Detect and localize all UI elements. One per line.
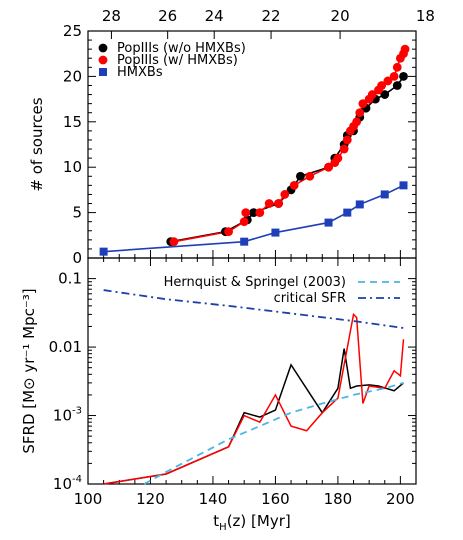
- top-series-1-point: [355, 108, 365, 118]
- legend-marker-0: [98, 43, 108, 53]
- top-ytick-label: 15: [63, 113, 82, 131]
- top-series-2-point: [240, 237, 249, 246]
- top-ylabel: # of sources: [28, 97, 46, 191]
- top-redshift-label: 18: [416, 7, 435, 25]
- top-ytick-label: 5: [72, 204, 82, 222]
- bottom-ytick-label: 0.1: [58, 270, 82, 288]
- top-series-1-point: [274, 199, 283, 208]
- top-series-2-point: [324, 218, 333, 227]
- top-redshift-label: 20: [331, 7, 350, 25]
- top-series-1-point: [383, 76, 393, 86]
- top-series-1-point: [255, 208, 265, 218]
- top-series-1-point: [324, 162, 333, 172]
- bottom-xtick-label: 160: [261, 490, 290, 508]
- legend-marker-2: [99, 68, 107, 76]
- top-ytick-label: 25: [63, 22, 82, 40]
- top-series-line-1: [173, 48, 406, 243]
- bottom-plot-frame: [87, 257, 417, 485]
- top-ytick-label: 20: [63, 67, 82, 85]
- top-series-1-point: [377, 81, 387, 90]
- top-series-1-point: [352, 117, 362, 127]
- top-series-1-point: [280, 190, 290, 199]
- bottom-xtick-label: 140: [199, 490, 228, 508]
- bottom-xtick-label: 100: [74, 490, 103, 508]
- top-series-1-point: [169, 237, 179, 247]
- top-series-1-point: [264, 199, 274, 208]
- top-series-2-point: [271, 228, 280, 237]
- bottom-xtick-label: 200: [386, 490, 415, 508]
- top-series-line-2: [103, 184, 404, 253]
- top-redshift-label: 26: [158, 7, 177, 25]
- top-ytick-label: 10: [63, 158, 82, 176]
- top-series-1-point: [342, 135, 352, 145]
- bottom-series-line-0: [103, 348, 404, 485]
- top-series-0-point: [392, 81, 402, 90]
- top-series-2-point: [380, 190, 389, 199]
- bottom-ytick-label: 0.01: [49, 338, 82, 356]
- bottom-xtick-label: 120: [136, 490, 165, 508]
- top-series-1-point: [239, 217, 249, 227]
- legend-marker-1: [98, 55, 108, 65]
- bottom-xlabel: tH(z) [Myr]: [213, 512, 290, 533]
- legend-label-2: HMXBs: [117, 65, 163, 80]
- top-series-1-point: [333, 153, 343, 163]
- legend-label-1: PopIIIs (w/ HMXBs): [117, 53, 238, 68]
- bottom-series-line-3: [103, 289, 404, 329]
- bottom-ytick-label: 10-3: [53, 406, 82, 425]
- bottom-ytick-label: 10-4: [53, 474, 82, 493]
- top-series-2-point: [355, 200, 364, 209]
- top-series-0-point: [296, 171, 305, 181]
- bottom-series-line-2: [143, 382, 404, 485]
- top-series-1-point: [241, 208, 251, 218]
- bottom-ylabel: SFRD [M⊙ yr⁻¹ Mpc⁻³]: [20, 288, 38, 453]
- top-ytick-label: 0: [72, 249, 82, 267]
- bottom-xtick-label: 180: [324, 490, 353, 508]
- top-series-1-point: [289, 180, 299, 190]
- top-series-2-point: [343, 208, 352, 217]
- top-series-1-point: [358, 99, 368, 109]
- top-series-1-point: [367, 90, 377, 99]
- top-redshift-label: 24: [205, 7, 224, 25]
- top-series-1-point: [339, 144, 349, 154]
- top-series-0-point: [249, 208, 258, 218]
- top-series-1-point: [224, 227, 233, 237]
- bottom-legend-label-1: critical SFR: [274, 291, 346, 306]
- top-series-0-point: [399, 72, 408, 81]
- top-series-1-point: [389, 72, 399, 81]
- top-series-2-point: [99, 247, 108, 256]
- top-series-1-point: [400, 44, 410, 54]
- top-series-1-point: [305, 171, 315, 181]
- bottom-panel: 100 120 140 160 180 200 10-4 10-3 0.01 0.1 tH(z) […: [20, 257, 417, 533]
- top-redshift-label: 28: [102, 7, 121, 25]
- bottom-legend-label-0: Hernquist & Springel (2003): [164, 275, 346, 290]
- bottom-series-line-1: [103, 312, 405, 485]
- top-panel: 0 5 10 15 20 25 28 26 24 22 20 18 # of sources PopIII…: [28, 7, 435, 267]
- top-series-2-point: [399, 181, 408, 190]
- top-redshift-label: 22: [262, 7, 281, 25]
- legend-label-0: PopIIIs (w/o HMXBs): [117, 41, 246, 56]
- top-series-0-point: [380, 90, 390, 99]
- top-series-1-point: [392, 62, 402, 72]
